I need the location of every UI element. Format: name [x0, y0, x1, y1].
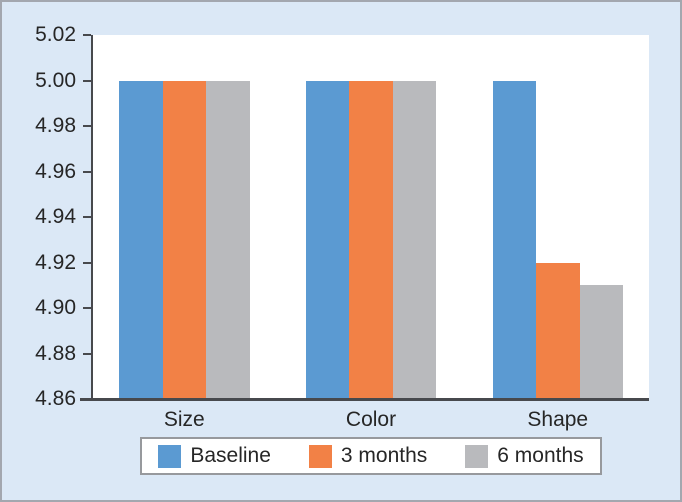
bar-shape-3-months	[536, 262, 580, 399]
y-tick-mark	[83, 216, 91, 218]
legend-item-baseline: Baseline	[158, 437, 271, 475]
y-tick-label: 4.92	[35, 250, 76, 274]
y-tick-label: 4.86	[35, 387, 76, 410]
y-tick-label: 5.00	[35, 68, 76, 92]
legend-swatch-icon	[308, 444, 332, 468]
y-tick-label: 4.98	[35, 114, 76, 137]
bar-size-6-months	[206, 80, 250, 399]
x-category-label-color: Color	[345, 408, 397, 431]
x-axis-line	[80, 398, 649, 401]
legend-item-6-months: 6 months	[465, 437, 584, 475]
y-tick-mark	[83, 34, 91, 36]
legend: Baseline 3 months 6 months	[93, 437, 649, 475]
y-tick-label: 4.88	[35, 341, 76, 365]
y-tick-mark	[83, 79, 91, 82]
bar-color-3-months	[349, 80, 393, 399]
x-category-label-shape: Shape	[527, 408, 589, 431]
bar-size-baseline	[119, 80, 163, 399]
y-tick-label: 4.90	[35, 296, 76, 319]
y-tick-mark	[83, 352, 91, 355]
y-tick-mark	[83, 261, 91, 264]
y-tick-label: 4.96	[35, 159, 76, 183]
bar-shape-6-months	[579, 285, 623, 399]
y-tick-mark	[83, 125, 91, 127]
legend-swatch-icon	[465, 444, 489, 468]
x-category-label-size: Size	[163, 408, 205, 431]
y-tick-label: 5.02	[35, 23, 76, 46]
bar-color-baseline	[305, 80, 350, 399]
y-axis-line	[91, 35, 93, 401]
legend-label: Baseline	[190, 444, 271, 467]
legend-box: Baseline 3 months 6 months	[140, 437, 602, 475]
y-tick-mark	[83, 307, 91, 309]
legend-item-3-months: 3 months	[308, 437, 428, 475]
bar-size-3-months	[162, 80, 206, 399]
y-tick-label: 4.94	[35, 205, 76, 228]
y-tick-mark	[83, 170, 91, 173]
legend-label: 3 months	[340, 444, 428, 467]
bar-color-6-months	[392, 80, 437, 399]
legend-label: 6 months	[497, 444, 584, 467]
bar-shape-baseline	[492, 80, 536, 399]
legend-swatch-icon	[158, 444, 182, 468]
